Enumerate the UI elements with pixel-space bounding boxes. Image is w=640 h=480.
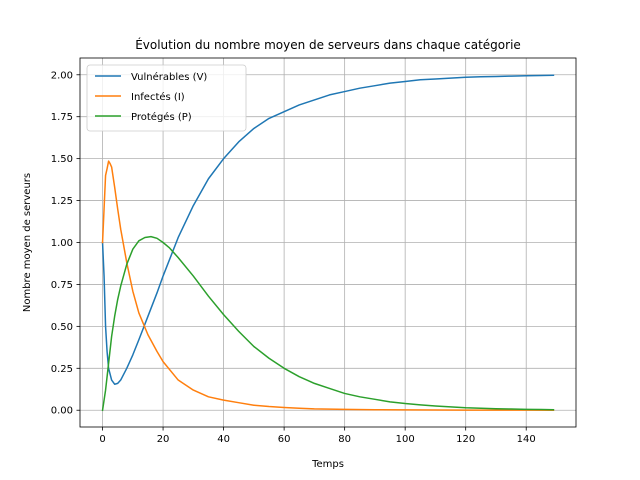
legend-label-2: Protégés (P) xyxy=(131,111,192,123)
legend-label-1: Infectés (I) xyxy=(131,91,185,103)
x-tick-label: 100 xyxy=(396,434,415,445)
y-axis-label: Nombre moyen de serveurs xyxy=(22,173,33,312)
y-tick-label: 2.00 xyxy=(51,70,73,81)
x-tick-label: 140 xyxy=(517,434,536,445)
legend: Vulnérables (V) Infectés (I) Protégés (P) xyxy=(86,64,247,132)
plot-lines xyxy=(101,74,555,412)
chart-title: Évolution du nombre moyen de serveurs da… xyxy=(135,37,521,52)
x-tick-label: 60 xyxy=(278,434,291,445)
x-tick-label: 80 xyxy=(338,434,351,445)
x-tick-label: 120 xyxy=(456,434,475,445)
series-line-1 xyxy=(101,160,555,411)
y-tick-label: 0.75 xyxy=(51,280,73,291)
x-axis-label: Temps xyxy=(311,459,344,470)
y-tick-label: 0.50 xyxy=(51,322,73,333)
y-tick-label: 0.25 xyxy=(51,364,73,375)
y-tick-label: 1.75 xyxy=(51,112,73,123)
x-tick-label: 0 xyxy=(99,434,105,445)
axis-ticks: 0 20 40 60 80 100 120 140 0.00 0.25 0.50 0.75 1.00 1.… xyxy=(51,70,536,445)
series-line-0 xyxy=(101,74,555,385)
x-tick-label: 20 xyxy=(157,434,170,445)
legend-box xyxy=(86,64,247,132)
y-tick-label: 1.50 xyxy=(51,154,73,165)
y-tick-label: 1.25 xyxy=(51,196,73,207)
series-line-2 xyxy=(101,235,555,412)
legend-label-0: Vulnérables (V) xyxy=(131,71,207,83)
x-tick-label: 40 xyxy=(217,434,230,445)
y-tick-label: 1.00 xyxy=(51,238,73,249)
y-tick-label: 0.00 xyxy=(51,406,73,417)
